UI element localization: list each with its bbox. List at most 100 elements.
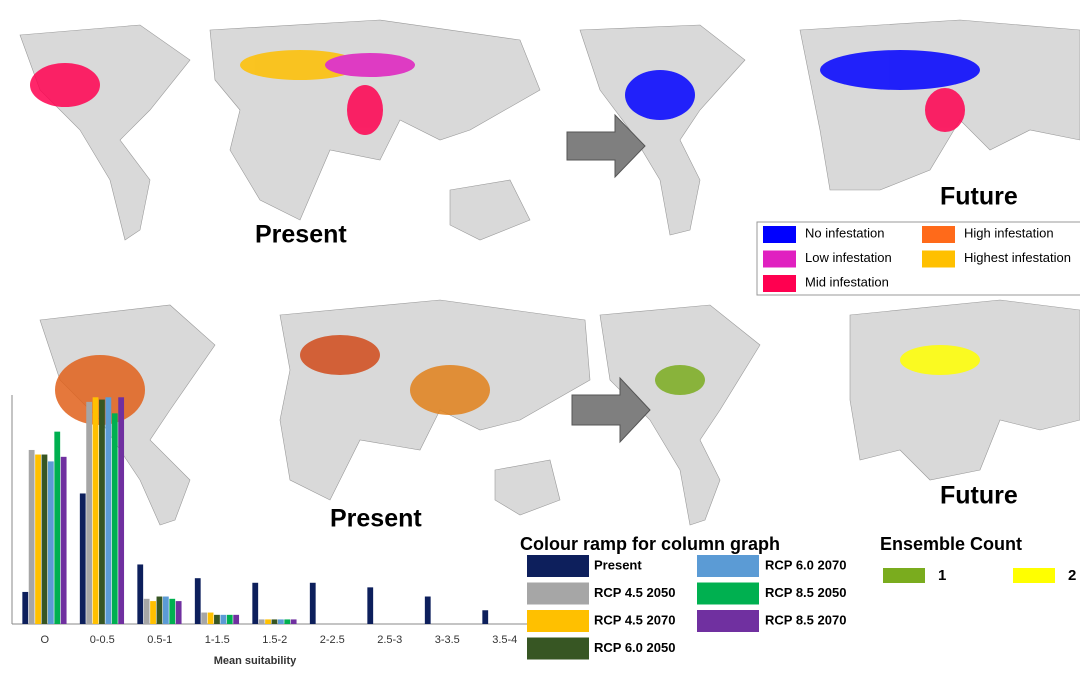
map-label: Future — [940, 183, 1018, 211]
legend-swatch — [527, 555, 589, 577]
legend-swatch — [922, 250, 955, 268]
bar — [226, 614, 233, 624]
overlay — [820, 50, 980, 90]
legend-label: RCP 8.5 2070 — [765, 612, 846, 627]
bar — [201, 612, 208, 624]
bar — [175, 601, 182, 624]
map-americas-2 — [579, 24, 746, 236]
legend-title: Colour ramp for column graph — [520, 534, 780, 554]
bar — [220, 614, 227, 624]
bar — [162, 596, 169, 624]
bar — [284, 619, 291, 624]
legend-label: Present — [594, 557, 642, 572]
legend-swatch — [1013, 568, 1055, 583]
legend-swatch — [697, 555, 759, 577]
x-tick-label: 3.5-4 — [492, 634, 517, 646]
legend-swatch — [527, 610, 589, 632]
legend-label: Mid infestation — [805, 274, 889, 289]
x-tick-label: 2-2.5 — [320, 634, 345, 646]
bar — [86, 401, 93, 624]
legend-label: No infestation — [805, 225, 885, 240]
x-tick-label: 1.5-2 — [262, 634, 287, 646]
bar — [99, 399, 105, 624]
legend-swatch — [527, 637, 589, 660]
x-tick-label: 0.5-1 — [147, 634, 172, 646]
arrow — [566, 113, 646, 179]
overlay — [30, 63, 100, 107]
bar — [277, 619, 284, 624]
legend-swatch — [763, 250, 796, 268]
x-tick-label: 2.5-3 — [377, 634, 402, 646]
bar — [118, 397, 125, 624]
map-label: Present — [255, 221, 347, 249]
bar — [105, 397, 112, 624]
legend-label: RCP 4.5 2070 — [594, 612, 675, 627]
legend-label: 2 — [1068, 567, 1076, 584]
bar — [156, 596, 163, 624]
map-aus-3 — [494, 459, 561, 516]
legend-label: 1 — [938, 567, 946, 584]
legend-swatch — [697, 582, 759, 605]
overlay — [655, 365, 705, 395]
legend-label: RCP 6.0 2050 — [594, 640, 675, 655]
legend-swatch — [763, 275, 796, 292]
x-tick-label: 3-3.5 — [435, 634, 460, 646]
bar — [482, 610, 489, 624]
bar — [60, 456, 67, 624]
bar — [92, 397, 99, 624]
bar — [194, 578, 201, 624]
bar — [28, 449, 35, 624]
map-label: Future — [940, 482, 1018, 510]
map-aus-1 — [449, 179, 531, 241]
legend-label: RCP 8.5 2050 — [765, 585, 846, 600]
bar — [169, 598, 176, 624]
legend-label: RCP 6.0 2070 — [765, 557, 846, 572]
bar — [252, 582, 259, 624]
legend-label: Low infestation — [805, 250, 892, 265]
bar — [35, 454, 41, 624]
map-label: Present — [330, 505, 422, 533]
overlay — [625, 70, 695, 120]
legend-label: Highest infestation — [964, 250, 1071, 265]
bar — [54, 431, 61, 624]
x-tick-label: O — [40, 634, 49, 646]
x-axis-title: Mean suitability — [214, 655, 297, 667]
overlay — [300, 335, 380, 375]
bar — [258, 619, 265, 624]
legend-swatch — [922, 226, 955, 243]
map-eurasia-4 — [849, 299, 1080, 481]
bar — [79, 493, 86, 624]
bar — [22, 591, 29, 624]
legend-title: Ensemble Count — [880, 534, 1022, 554]
bar — [207, 612, 214, 624]
legend-swatch — [697, 610, 759, 632]
overlay — [410, 365, 490, 415]
arrow — [571, 376, 651, 444]
overlay — [925, 88, 965, 132]
bar — [424, 596, 431, 624]
overlay — [325, 53, 415, 77]
bar — [367, 587, 374, 624]
bar — [150, 601, 156, 624]
map-overlays — [30, 50, 980, 425]
overlay — [347, 85, 383, 135]
legend-box — [756, 221, 1080, 296]
legend-swatch — [883, 568, 925, 583]
overlay — [240, 50, 360, 80]
bar — [111, 413, 118, 624]
x-tick-label: 1-1.5 — [205, 634, 230, 646]
bar — [214, 614, 220, 624]
legend-label: High infestation — [964, 225, 1054, 240]
legend-label: RCP 4.5 2050 — [594, 585, 675, 600]
bar — [137, 564, 144, 624]
map-americas-1 — [19, 24, 191, 241]
legend-swatch — [527, 582, 589, 605]
x-tick-label: 0-0.5 — [90, 634, 115, 646]
legend-swatch — [763, 226, 796, 243]
bar — [47, 461, 54, 624]
bar — [271, 619, 278, 624]
bar — [41, 454, 48, 624]
bar — [265, 619, 271, 624]
bar — [143, 598, 150, 624]
